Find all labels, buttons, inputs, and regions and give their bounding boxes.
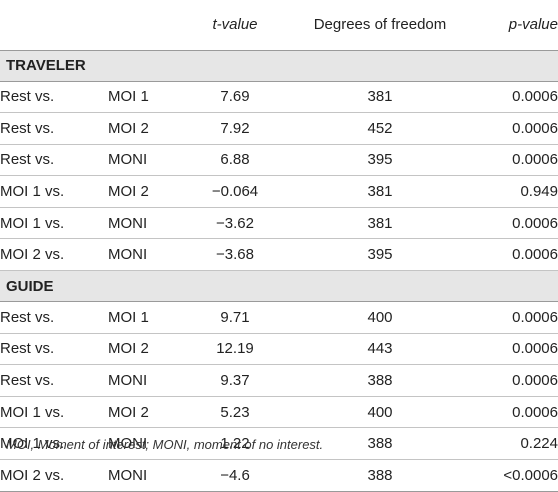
df-cell: 381 [367, 88, 393, 106]
t-value-cell: −3.62 [216, 214, 254, 232]
section-row-traveler: TRAVELER [0, 50, 558, 81]
df-cell: 400 [367, 308, 393, 326]
p-value-cell: 0.0006 [512, 403, 558, 421]
against-cell: MOI 2 [108, 183, 149, 201]
comparison-cell: MOI 1 vs. [0, 403, 65, 421]
p-value-cell: 0.0006 [512, 151, 558, 169]
header-t-value: t-value [212, 16, 258, 34]
p-value-cell: 0.0006 [512, 214, 558, 232]
table-row: MOI 1 vs. MOI 2 −0.064 381 0.949 [0, 176, 558, 208]
comparison-cell: MOI 2 vs. [0, 246, 65, 264]
table-row: Rest vs. MOI 2 12.19 443 0.0006 [0, 333, 558, 365]
t-value-cell: 9.71 [220, 308, 250, 326]
header-p-value: p-value [508, 16, 558, 34]
table-row: MOI 2 vs. MONI −4.6 388 <0.0006 [0, 460, 558, 492]
table-row: Rest vs. MOI 2 7.92 452 0.0006 [0, 113, 558, 145]
section-label: TRAVELER [6, 57, 86, 74]
comparison-cell: Rest vs. [0, 340, 55, 358]
against-cell: MONI [108, 151, 148, 169]
comparison-cell: MOI 1 vs. [0, 435, 65, 453]
table-row: Rest vs. MONI 9.37 388 0.0006 [0, 365, 558, 397]
against-cell: MOI 1 [108, 308, 149, 326]
t-value-cell: 1.22 [220, 435, 250, 453]
p-value-cell: 0.0006 [512, 372, 558, 390]
table-footnote: MOI, Moment of interest; MONI, moment of… [6, 437, 324, 452]
p-value-cell: <0.0006 [503, 466, 558, 484]
df-cell: 395 [367, 151, 393, 169]
df-cell: 381 [367, 183, 393, 201]
df-cell: 381 [367, 214, 393, 232]
p-value-cell: 0.0006 [512, 119, 558, 137]
table-row: Rest vs. MOI 1 7.69 381 0.0006 [0, 81, 558, 113]
t-value-cell: 9.37 [220, 372, 250, 390]
df-cell: 400 [367, 403, 393, 421]
against-cell: MONI [108, 466, 148, 484]
table-body: TRAVELER Rest vs. MOI 1 7.69 381 0.0006 Rest v… [0, 50, 558, 492]
comparison-cell: MOI 1 vs. [0, 214, 65, 232]
page: t-value Degrees of freedom p-value TRAVE… [0, 16, 558, 492]
t-value-cell: 7.69 [220, 88, 250, 106]
t-value-cell: −3.68 [216, 246, 254, 264]
against-cell: MONI [108, 372, 148, 390]
comparison-cell: MOI 1 vs. [0, 183, 65, 201]
table-row: MOI 1 vs. MONI 1.22 388 0.224 [0, 428, 558, 460]
comparison-cell: Rest vs. [0, 88, 55, 106]
header-row: t-value Degrees of freedom p-value [0, 0, 558, 50]
comparison-cell: Rest vs. [0, 308, 55, 326]
t-value-cell: 5.23 [220, 403, 250, 421]
p-value-cell: 0.949 [520, 183, 558, 201]
p-value-cell: 0.0006 [512, 340, 558, 358]
comparison-cell: Rest vs. [0, 372, 55, 390]
df-cell: 388 [367, 466, 393, 484]
header-degrees-of-freedom: Degrees of freedom [313, 16, 447, 34]
p-value-cell: 0.0006 [512, 88, 558, 106]
header-against [108, 0, 178, 50]
t-value-cell: 12.19 [216, 340, 254, 358]
df-cell: 395 [367, 246, 393, 264]
t-value-cell: −0.064 [211, 183, 259, 201]
t-value-cell: 7.92 [220, 119, 250, 137]
section-label: GUIDE [6, 277, 54, 295]
against-cell: MOI 2 [108, 403, 149, 421]
df-cell: 443 [367, 340, 393, 358]
against-cell: MONI [108, 246, 148, 264]
comparison-cell: MOI 2 vs. [0, 466, 65, 484]
df-cell: 388 [367, 435, 393, 453]
p-value-cell: 0.0006 [512, 246, 558, 264]
table-row: MOI 2 vs. MONI −3.68 395 0.0006 [0, 239, 558, 271]
t-value-cell: −4.6 [220, 466, 250, 484]
against-cell: MONI [108, 435, 148, 453]
t-value-cell: 6.88 [220, 151, 250, 169]
against-cell: MOI 2 [108, 340, 149, 358]
comparison-cell: Rest vs. [0, 151, 55, 169]
df-cell: 388 [367, 372, 393, 390]
table-row: MOI 1 vs. MOI 2 5.23 400 0.0006 [0, 396, 558, 428]
p-value-cell: 0.0006 [512, 308, 558, 326]
against-cell: MONI [108, 214, 148, 232]
table-row: MOI 1 vs. MONI −3.62 381 0.0006 [0, 207, 558, 239]
against-cell: MOI 1 [108, 88, 149, 106]
df-cell: 452 [367, 119, 393, 137]
header-comparison [0, 0, 108, 50]
comparison-cell: Rest vs. [0, 119, 55, 137]
table-row: Rest vs. MOI 1 9.71 400 0.0006 [0, 302, 558, 334]
table-row: Rest vs. MONI 6.88 395 0.0006 [0, 144, 558, 176]
p-value-cell: 0.224 [520, 435, 558, 453]
section-row-guide: GUIDE [0, 270, 558, 302]
against-cell: MOI 2 [108, 119, 149, 137]
